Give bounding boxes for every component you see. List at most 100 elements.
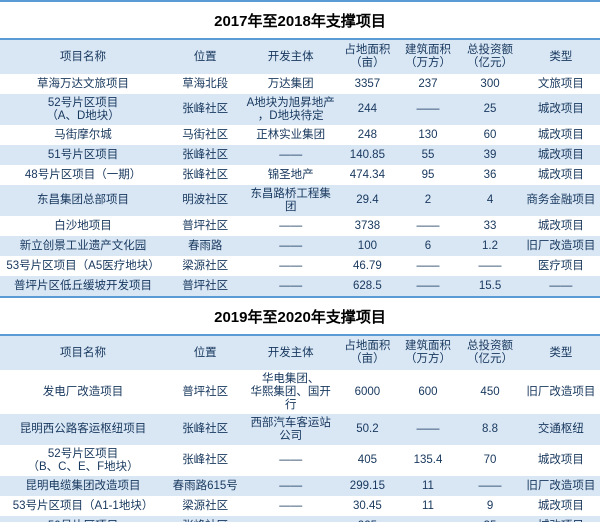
- table-cell: ——: [279, 239, 303, 252]
- table-cell: 城改项目: [537, 148, 584, 161]
- table-cell: 55: [421, 148, 435, 161]
- table-cell: ——: [279, 454, 303, 466]
- table-row: 白沙地项目 普坪社区 —— 3738 —— 33 城改项目: [0, 216, 600, 236]
- table-cell: ——: [244, 516, 337, 522]
- table-cell: A地块为旭昇地产 ，D地块待定: [246, 96, 335, 122]
- table-cell: 城改项目: [537, 219, 584, 232]
- table-cell: 52号片区项目 （B、C、E、F地块）: [27, 447, 139, 473]
- table-row: 草海万达文旅项目 草海北段 万达集团 3357 237 300 文旅项目: [0, 74, 600, 94]
- table-cell: ——: [416, 219, 440, 232]
- table-cell: 248: [357, 128, 377, 141]
- table-cell: 张峰社区: [182, 168, 229, 181]
- table-row: 东昌集团总部项目 明波社区 东昌路桥工程集团 29.4 2 4 商务金融项目: [0, 185, 600, 216]
- column-header: 类型: [521, 335, 600, 370]
- table-row: 48号片区项目（一期） 张峰社区 锦圣地产 474.34 95 36 城改项目: [0, 165, 600, 185]
- support-projects-2017-2018-section: 2017年至2018年支撑项目 项目名称 位置 开发主体 占地面积 （亩） 建筑面积 （万方…: [0, 0, 600, 298]
- table-cell: 15.5: [478, 279, 502, 292]
- table-cell: 旧厂改造项目: [526, 479, 596, 492]
- table-cell: 8.8: [482, 423, 499, 435]
- column-header-unit: （万方）: [404, 353, 451, 365]
- table-cell: ——: [279, 499, 303, 512]
- table-cell: 25: [483, 103, 497, 115]
- table-row: 昆明西公路客运枢纽项目 张峰社区 西部汽车客运站公司 50.2 —— 8.8 交通枢纽: [0, 414, 600, 445]
- table-cell: 2: [424, 194, 432, 206]
- table-cell: 11: [422, 479, 434, 492]
- table-cell: 普坪社区: [182, 279, 229, 292]
- table-cell: 张峰社区: [182, 423, 229, 435]
- table-cell: 130: [418, 128, 438, 141]
- column-header-label: 位置: [193, 50, 217, 63]
- column-header-unit: （亿元）: [467, 57, 514, 69]
- table-cell: 53号片区项目（A5医疗地块）: [6, 259, 160, 272]
- table-cell: 万达集团: [267, 77, 314, 90]
- column-header-label: 项目名称: [60, 346, 107, 359]
- table-cell: 春雨路: [187, 239, 223, 252]
- table-title-2019-2020: 2019年至2020年支撑项目: [214, 309, 386, 326]
- table-cell: 4: [486, 194, 494, 206]
- table-cell: 明波社区: [182, 194, 229, 206]
- table-body-2017-2018: 草海万达文旅项目 草海北段 万达集团 3357 237 300 文旅项目 52号片区项目 （A…: [0, 74, 600, 297]
- column-header-label: 开发主体: [267, 50, 314, 63]
- table-cell: 6: [424, 239, 432, 252]
- table-cell: 135.4: [413, 454, 443, 466]
- table-cell: 39: [483, 148, 497, 161]
- table-cell: 600: [418, 385, 438, 398]
- table-row: 51号片区项目 张峰社区 —— 140.85 55 39 城改项目: [0, 145, 600, 165]
- table-cell: ——: [478, 259, 502, 272]
- table-cell: 城改项目: [537, 103, 584, 115]
- table-body-2019-2020: 发电厂改造项目 普坪社区 华电集团、 华熙集团、国开行 6000 600 450 旧厂改造项…: [0, 370, 600, 522]
- table-cell: ——: [279, 479, 303, 492]
- table-cell: 140.85: [349, 148, 385, 161]
- table-cell: 46.79: [353, 259, 382, 272]
- table-cell: 628.5: [353, 279, 382, 292]
- support-projects-2019-2020-table: 项目名称 位置 开发主体 占地面积 （亩） 建筑面积 （万方） 总投资额 （亿元） 类型 发电厂改…: [0, 334, 600, 522]
- column-header-label: 占地面积: [344, 44, 391, 56]
- table-cell: 发电厂改造项目: [42, 385, 124, 398]
- table-cell: 53号片区项目（A1-1地块）: [12, 499, 154, 512]
- table-cell: 城改项目: [522, 516, 600, 522]
- table-cell: 33: [483, 219, 497, 232]
- header-row: 项目名称 位置 开发主体 占地面积 （亩） 建筑面积 （万方） 总投资额 （亿元） 类型: [0, 335, 600, 370]
- table-cell: 52号片区项目 （A、D地块）: [46, 96, 120, 122]
- table-row: 52号片区项目 （A、D地块） 张峰社区 A地块为旭昇地产 ，D地块待定 244 —— 2…: [0, 94, 600, 125]
- column-header: 位置: [166, 39, 245, 74]
- table-cell: ——: [478, 479, 502, 492]
- table-cell: 张峰社区: [166, 516, 244, 522]
- table-cell: 普坪社区: [182, 219, 229, 232]
- table-cell: 交通枢纽: [537, 423, 584, 435]
- table-cell: 300: [480, 77, 500, 90]
- table-cell: 225: [337, 516, 398, 522]
- table-cell: 普坪片区低丘缓坡开发项目: [14, 279, 153, 292]
- table-cell: 梁源社区: [182, 259, 229, 272]
- table-cell: 244: [357, 103, 377, 115]
- table-cell: 张峰社区: [182, 454, 229, 466]
- table-cell: ——: [416, 103, 440, 115]
- table-title-2017-2018: 2017年至2018年支撑项目: [0, 0, 600, 38]
- table-cell: ——: [416, 279, 440, 292]
- column-header-label: 开发主体: [267, 346, 314, 359]
- table-cell: 50号片区项目: [0, 516, 166, 522]
- table-cell: 城改项目: [537, 168, 584, 181]
- table-cell: 450: [480, 385, 500, 398]
- table-cell: 405: [357, 454, 377, 466]
- table-cell: 30.45: [353, 499, 382, 512]
- column-header: 位置: [166, 335, 245, 370]
- column-header-label: 位置: [193, 346, 217, 359]
- table-cell: 梁源社区: [182, 499, 229, 512]
- table-cell: 城改项目: [537, 128, 584, 141]
- table-cell: 60: [483, 128, 497, 141]
- table-cell: 文旅项目: [537, 77, 584, 90]
- table-cell: 商务金融项目: [526, 194, 596, 206]
- table-cell: 9: [486, 499, 494, 512]
- table-row: 新立创景工业遗产文化园 春雨路 —— 100 6 1.2 旧厂改造项目: [0, 236, 600, 256]
- table-cell: 474.34: [349, 168, 385, 181]
- table-cell: 张峰社区: [182, 148, 229, 161]
- table-cell: 草海万达文旅项目: [37, 77, 130, 90]
- table-row: 52号片区项目 （B、C、E、F地块） 张峰社区 —— 405 135.4 70 城改项目: [0, 445, 600, 476]
- table-cell: 昆明电缆集团改造项目: [25, 479, 141, 492]
- table-cell: 华电集团、 华熙集团、国开行: [250, 372, 331, 411]
- column-header: 开发主体: [244, 39, 338, 74]
- table-cell: ——: [549, 279, 573, 292]
- table-cell: 锦圣地产: [267, 168, 314, 181]
- table-cell: 70: [483, 454, 497, 466]
